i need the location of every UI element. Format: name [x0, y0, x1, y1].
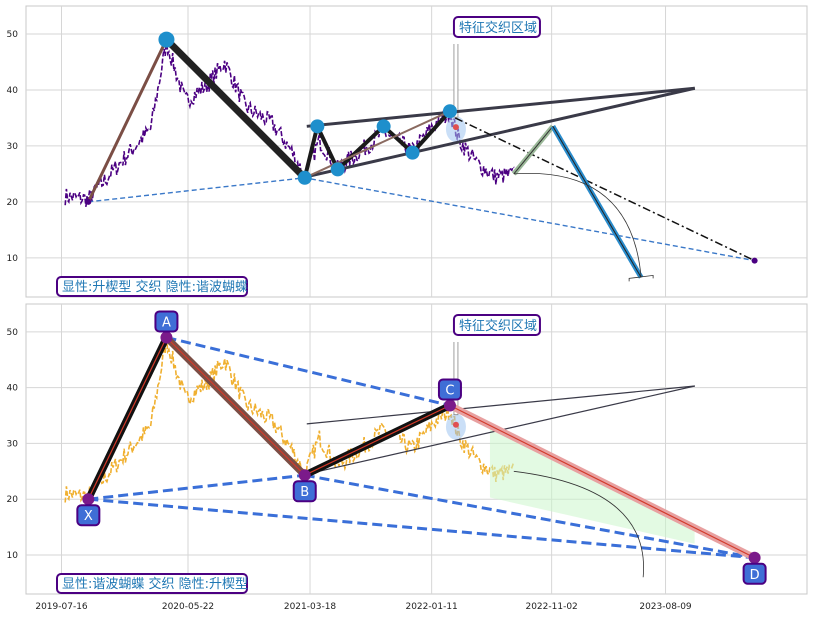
zigzag-leg	[411, 109, 452, 154]
annotation-title: 特征交织区域	[459, 318, 537, 334]
pattern-point	[443, 399, 456, 412]
pattern-point	[748, 551, 761, 564]
point-label-box	[154, 310, 179, 333]
wedge-upper-line	[306, 86, 695, 128]
pattern-label: 显性:升楔型 交织 隐性:谐波蝴蝶	[62, 279, 248, 295]
zigzag-base-line	[304, 110, 451, 179]
forecast-arc	[513, 172, 642, 278]
y-tick-label: 10	[7, 551, 19, 561]
y-tick-label: 20	[7, 198, 19, 208]
harmonic-ratio-line	[88, 473, 305, 501]
x-tick-label: 2023-08-09	[639, 602, 692, 612]
x-tick-label: 2022-11-02	[525, 602, 577, 612]
wedge-upper-line	[306, 385, 695, 425]
point-label-box	[742, 562, 767, 585]
callout-stem	[453, 44, 459, 118]
point-label: D	[750, 568, 760, 583]
forecast-arc	[513, 470, 644, 578]
y-tick-label: 30	[7, 439, 19, 449]
forecast-leg	[552, 126, 642, 278]
pivot-point	[310, 119, 325, 134]
point-label: C	[445, 384, 454, 399]
pivot-point	[158, 31, 175, 48]
harmonic-ratio-line	[166, 336, 451, 407]
annotation-box	[452, 314, 541, 336]
pattern-point	[160, 331, 173, 344]
point-label-box	[437, 378, 462, 401]
pivot-point	[376, 119, 391, 134]
point-label: A	[162, 315, 171, 330]
y-tick-label: 20	[7, 495, 19, 505]
y-tick-label: 40	[7, 384, 19, 394]
annotation-box	[452, 16, 541, 38]
forecast-bracket	[628, 274, 654, 282]
pivot-point	[85, 198, 92, 205]
dashdot-target-line	[454, 117, 755, 262]
harmonic-ratio-line	[304, 473, 755, 560]
pivot-point	[405, 145, 420, 160]
wedge-lower-line	[306, 86, 696, 179]
zigzag-leg	[163, 37, 308, 181]
harmonic-leg-core	[449, 404, 755, 559]
zigzag-leg	[86, 38, 168, 203]
target-zone	[489, 427, 695, 544]
point-label: X	[84, 509, 93, 524]
y-tick-label: 50	[7, 328, 19, 338]
zigzag-leg	[315, 125, 340, 171]
harmonic-leg-core	[304, 404, 451, 476]
x-tick-label: 2019-07-16	[35, 602, 88, 612]
harmonic-leg-core	[166, 337, 306, 476]
pivot-point	[330, 162, 345, 177]
zigzag-leg	[336, 124, 386, 171]
y-tick-label: 40	[7, 86, 19, 96]
y-tick-label: 30	[7, 142, 19, 152]
pivot-point	[297, 170, 312, 185]
pattern-label-box	[56, 276, 248, 297]
y-tick-label: 10	[7, 254, 19, 264]
pivot-point	[442, 104, 457, 119]
pattern-label-box	[56, 573, 248, 594]
x-tick-label: 2020-05-22	[162, 602, 214, 612]
x-tick-label: 2021-03-18	[284, 602, 337, 612]
target-point	[751, 257, 758, 264]
forecast-leg	[513, 126, 554, 175]
annotation-title: 特征交织区域	[459, 20, 537, 36]
y-tick-label: 50	[7, 30, 19, 40]
point-label-box	[76, 504, 101, 527]
interweave-dot	[452, 124, 459, 131]
harmonic-ratio-line	[88, 497, 755, 560]
harmonic-leg-core	[87, 337, 167, 500]
pattern-label: 显性:谐波蝴蝶 交织 隐性:升楔型	[62, 576, 248, 592]
point-label: B	[300, 485, 309, 500]
pattern-point	[82, 493, 95, 506]
point-label-box	[292, 480, 317, 503]
interweave-dot	[452, 421, 459, 428]
x-tick-label: 2022-01-11	[405, 602, 457, 612]
pattern-point	[298, 469, 311, 482]
zigzag-leg	[302, 125, 320, 179]
